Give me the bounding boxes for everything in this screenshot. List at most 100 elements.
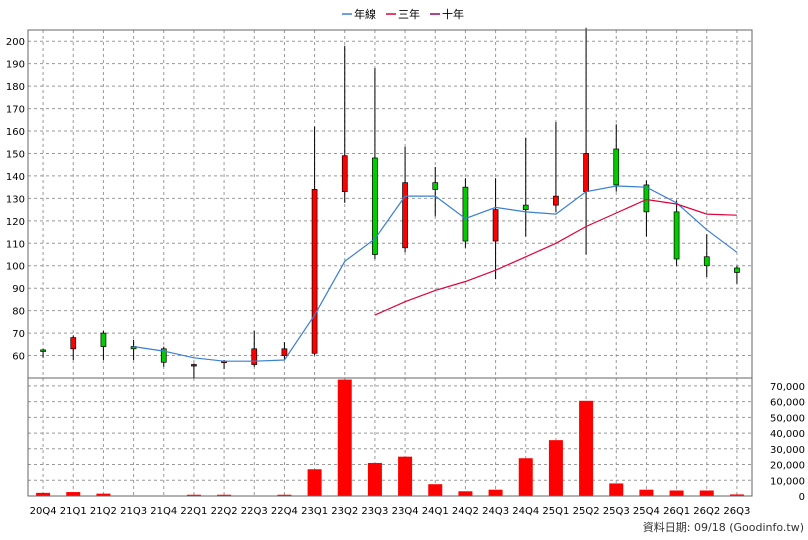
candle-body (734, 267, 740, 273)
candle-body (402, 182, 408, 249)
volume-axis: 0 10,000 20,000 30,000 40,000 50,000 60,000 70,… (770, 382, 805, 503)
price-tick-label: 180 (6, 82, 25, 93)
x-tick-label: 21Q1 (60, 506, 87, 517)
price-tick-label: 80 (12, 307, 25, 318)
volume-bar (66, 492, 81, 496)
volume-bar (186, 494, 201, 496)
price-axis: 60 70 80 90 100 110 120 130 140 150 160 170 180 190 20… (6, 37, 25, 362)
volume-bar (36, 492, 51, 496)
x-tick-label: 24Q2 (452, 506, 479, 517)
x-tick-label: 24Q1 (422, 506, 449, 517)
price-tick-label: 110 (6, 239, 25, 250)
volume-bar (518, 458, 533, 496)
candle-body (492, 209, 499, 242)
x-tick-label: 23Q1 (301, 506, 328, 517)
volume-bar (337, 379, 352, 496)
candle-body (40, 349, 46, 352)
x-tick-label: 20Q4 (30, 506, 57, 517)
data-date-footer: 資料日期: 09/18 (Goodinfo.tw) (643, 520, 804, 534)
volume-bar (639, 489, 654, 496)
volume-bar (609, 483, 624, 496)
x-tick-label: 22Q3 (241, 506, 268, 517)
legend-label: 年線 (354, 7, 376, 21)
plot-frame (27, 29, 753, 497)
price-tick-label: 70 (12, 329, 25, 340)
candle-body (583, 153, 589, 193)
price-tick-label: 200 (6, 37, 25, 48)
candle-body (251, 348, 258, 365)
candle-body (643, 184, 650, 213)
legend-label: 十年 (442, 7, 464, 21)
x-tick-label: 23Q2 (331, 506, 358, 517)
legend-label: 三年 (398, 7, 420, 21)
volume-tick-label: 0 (799, 492, 805, 503)
x-tick-label: 26Q1 (663, 506, 690, 517)
x-tick-label: 22Q2 (211, 506, 238, 517)
x-tick-label: 21Q3 (120, 506, 147, 517)
volume-tick-label: 70,000 (770, 382, 805, 393)
candle-body (372, 157, 378, 255)
volume-bar (699, 490, 714, 496)
candle-body (70, 337, 77, 350)
price-tick-label: 130 (6, 194, 25, 205)
volume-bar (669, 490, 684, 496)
volume-bar (548, 440, 563, 496)
x-tick-label: 26Q3 (723, 506, 750, 517)
volume-bar (367, 462, 382, 496)
candle-body (281, 348, 288, 356)
volume-bars (36, 379, 744, 497)
price-tick-label: 100 (6, 262, 25, 273)
x-axis: 20Q4 21Q1 21Q2 21Q3 21Q4 22Q1 22Q2 22Q3 22Q4 23Q1… (30, 506, 751, 517)
series-line-1 (374, 198, 737, 316)
moving-average-lines (133, 185, 738, 362)
volume-tick-label: 50,000 (770, 413, 805, 424)
x-tick-label: 23Q4 (392, 506, 419, 517)
candle-body (341, 155, 348, 193)
candle-body (462, 186, 469, 242)
volume-bar (428, 484, 443, 496)
candles (40, 27, 740, 378)
candle-body (191, 364, 197, 367)
x-tick-label: 25Q2 (573, 506, 600, 517)
candle-body (703, 256, 710, 267)
x-tick-label: 25Q1 (542, 506, 569, 517)
x-tick-label: 22Q1 (180, 506, 207, 517)
legend: 年線 三年 十年 (342, 7, 464, 21)
volume-tick-label: 60,000 (770, 398, 805, 409)
x-tick-label: 22Q4 (271, 506, 298, 517)
volume-bar (307, 469, 322, 496)
candle-body (311, 189, 318, 354)
candle-body (553, 195, 559, 206)
candle-body (100, 332, 107, 347)
price-tick-label: 160 (6, 127, 25, 138)
chart-grid (28, 30, 752, 497)
volume-bar (488, 489, 503, 496)
price-tick-label: 120 (6, 217, 25, 228)
candle-body (160, 348, 167, 363)
x-tick-label: 25Q3 (603, 506, 630, 517)
volume-bar (217, 494, 232, 496)
volume-bar (277, 494, 292, 496)
volume-tick-label: 30,000 (770, 445, 805, 456)
price-tick-label: 140 (6, 172, 25, 183)
candle-body (613, 148, 620, 186)
price-tick-label: 150 (6, 149, 25, 160)
volume-bar (96, 493, 111, 496)
x-tick-label: 26Q2 (693, 506, 720, 517)
x-tick-label: 23Q3 (361, 506, 388, 517)
candle-body (673, 211, 680, 260)
series-line-0 (133, 185, 738, 362)
candle-body (432, 182, 439, 190)
price-tick-label: 170 (6, 105, 25, 116)
volume-tick-label: 40,000 (770, 429, 805, 440)
x-tick-label: 21Q4 (150, 506, 177, 517)
volume-bar (579, 400, 594, 496)
x-tick-label: 24Q3 (482, 506, 509, 517)
price-tick-label: 190 (6, 60, 25, 71)
volume-bar (458, 491, 473, 496)
volume-bar (398, 456, 413, 496)
price-tick-label: 60 (12, 352, 25, 363)
x-tick-label: 24Q4 (512, 506, 539, 517)
candle-body (130, 346, 137, 350)
